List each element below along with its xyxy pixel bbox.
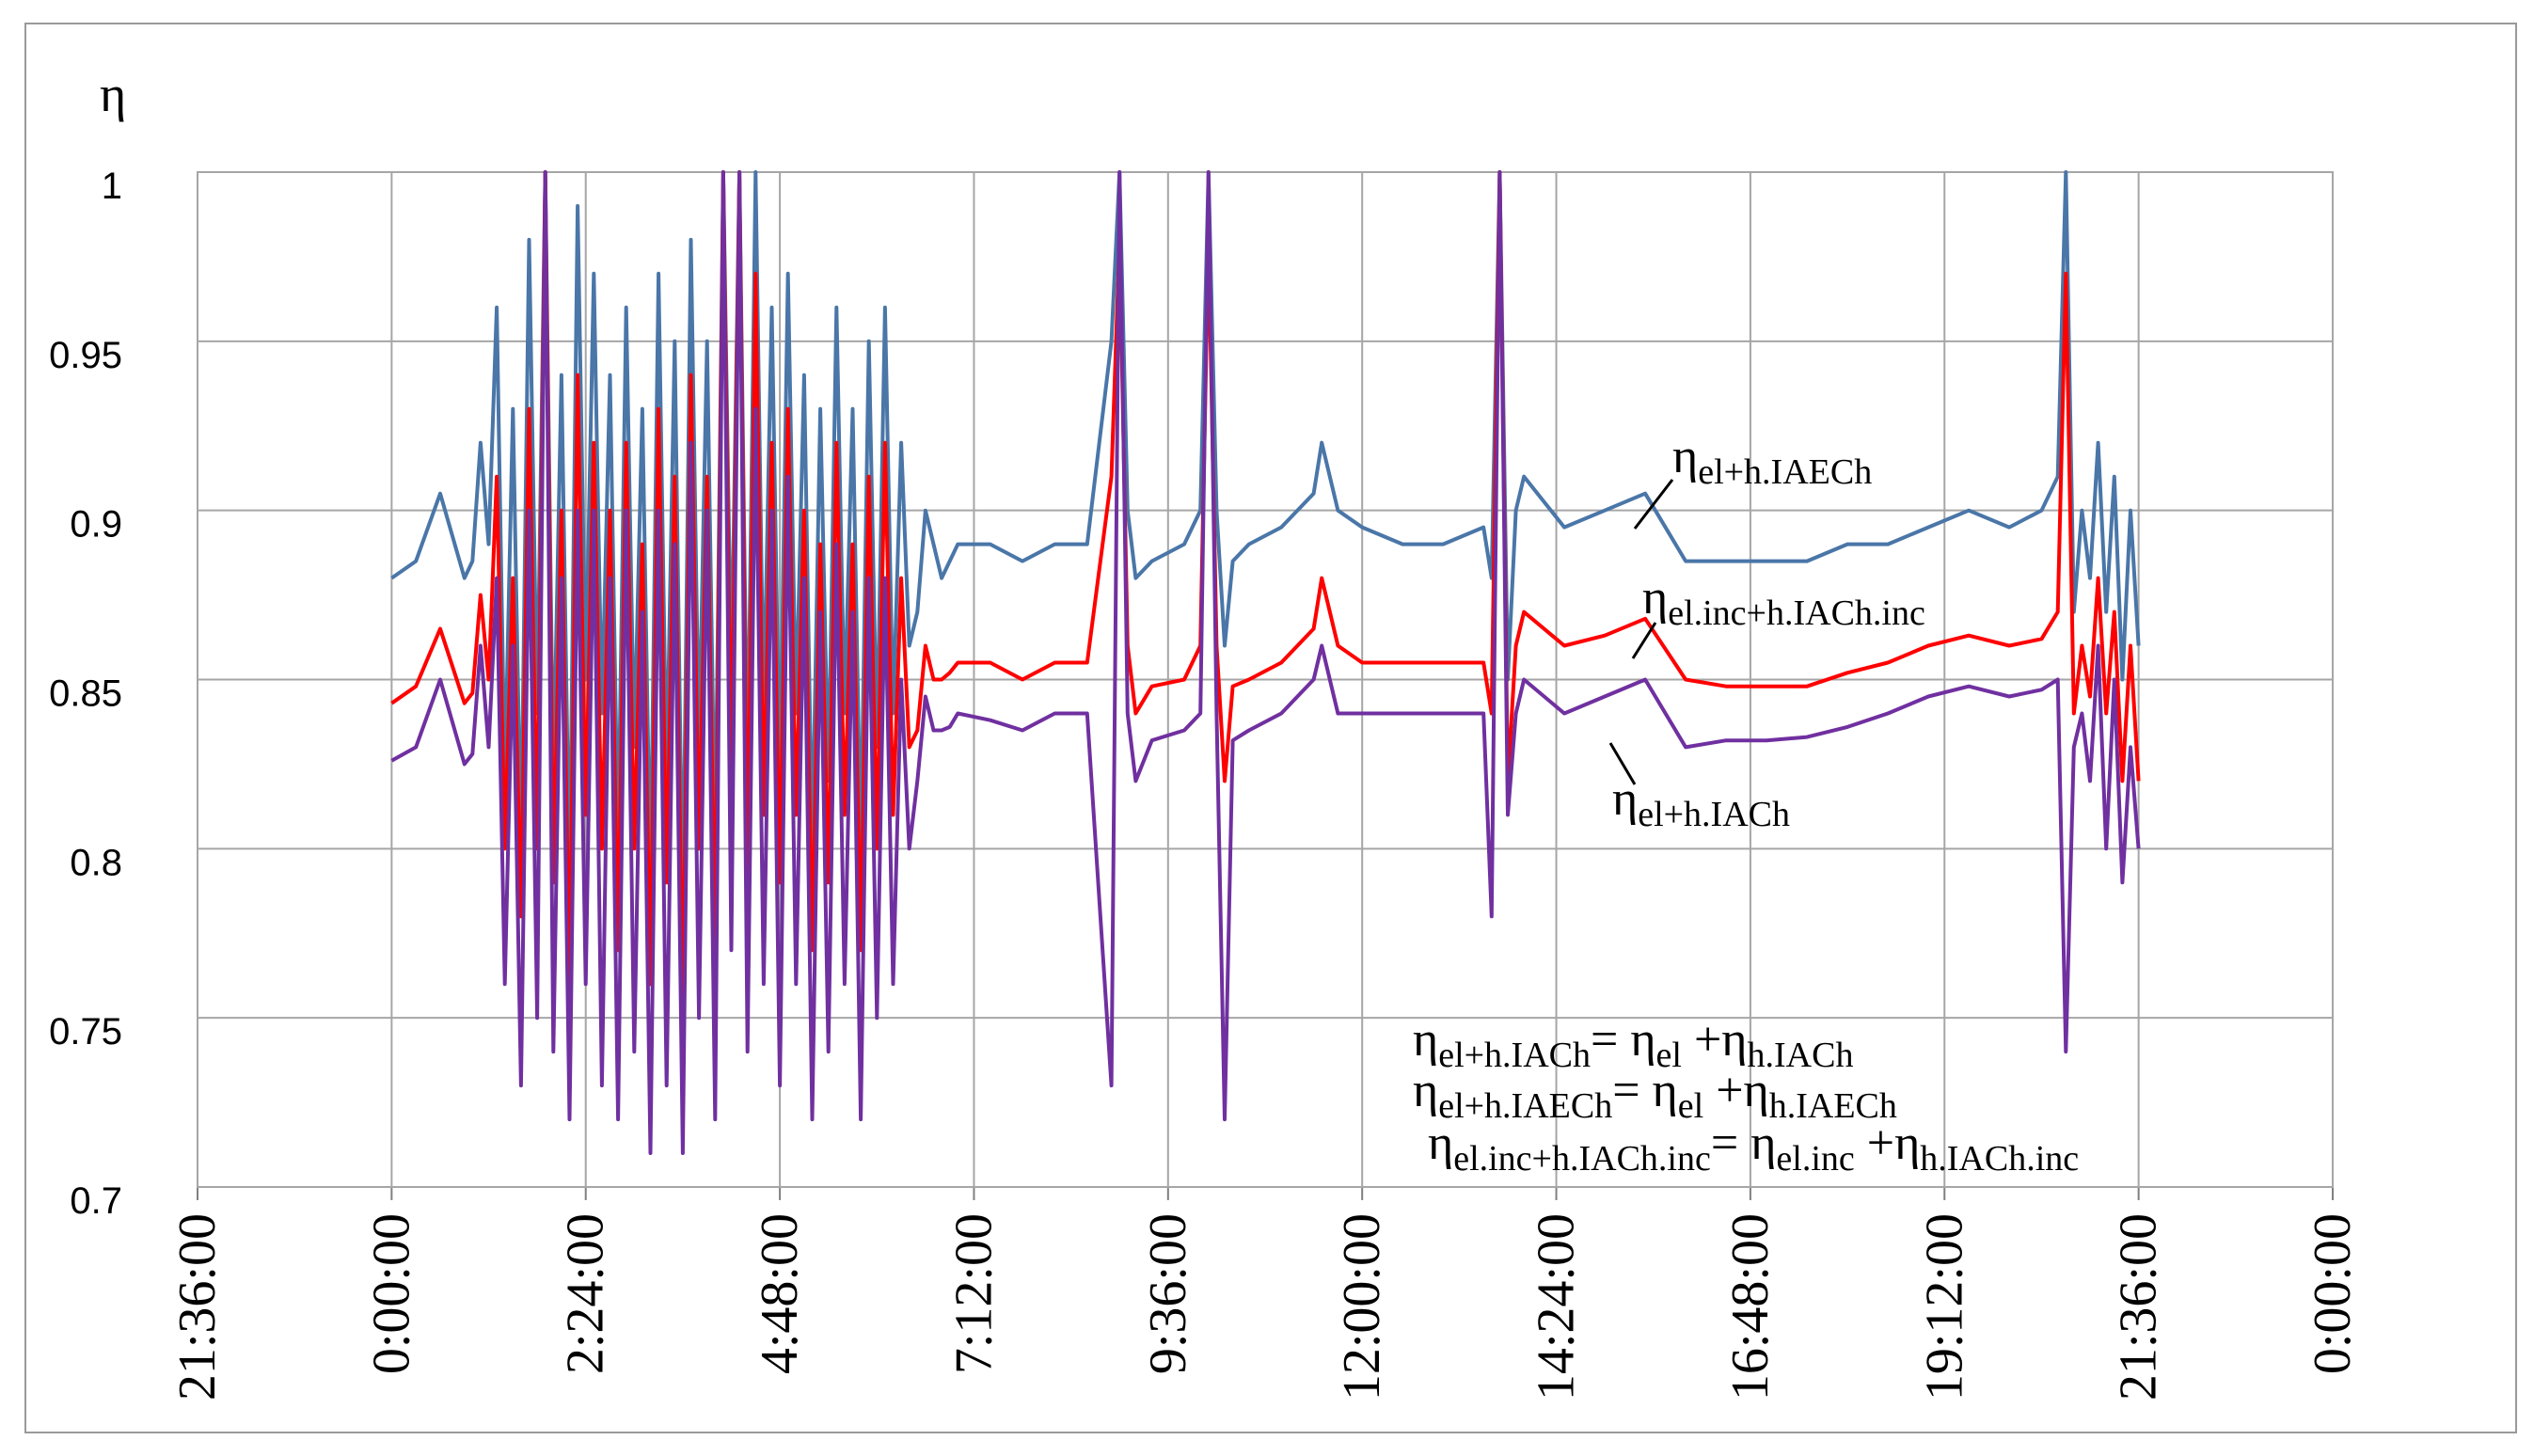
label-blue-main: η [1672,430,1698,483]
x-tick-label: 7:12:00 [944,1213,1003,1374]
x-tick-label: 0:00:00 [362,1213,420,1374]
formula-part: el+h.IAECh [1438,1086,1612,1126]
series-line-2 [390,170,2141,1155]
formula-part: + [1855,1116,1894,1170]
x-tick-label: 9:36:00 [1139,1213,1197,1374]
plot-area-border [197,171,2334,1188]
formula-part: el [1678,1086,1703,1126]
formula-part: η [1630,1013,1655,1067]
y-tick-label: 0.7 [70,1180,122,1222]
series-line-1 [390,170,2141,1021]
formula-part: el.inc [1776,1139,1854,1179]
x-tick-label: 0:00:00 [2304,1213,2362,1374]
formula-part: η [1744,1064,1769,1117]
formula-part: η [1894,1116,1920,1170]
formula-line: ηel.inc+h.IACh.inc= ηel.inc +ηh.IACh.inc [1428,1116,2079,1179]
x-tick-label: 12:00:00 [1333,1213,1391,1401]
y-tick-label: 0.75 [49,1011,122,1052]
leader-purple [1608,742,1637,785]
label-purple-main: η [1612,772,1638,826]
leader-blue [1633,479,1674,530]
x-tick-labels: 21:36:00 0:00:00 2:24:00 4:48:00 7:12:00 9:36… [168,1213,2362,1401]
svg-text:ηel.inc+h.IACh.inc: ηel.inc+h.IACh.inc [1642,571,1925,633]
leader-red [1631,622,1657,659]
formula-part: η [1413,1064,1438,1117]
y-tick-label: 0.8 [70,842,122,883]
label-red-main: η [1642,571,1668,625]
y-tick-label: 0.95 [49,335,122,376]
formula-part: el+h.IACh [1438,1036,1591,1075]
formula-part: η [1653,1064,1678,1117]
formula-part: + [1682,1013,1721,1067]
formula-line: ηel+h.IAECh= ηel +ηh.IAECh [1413,1064,1897,1126]
formula-part: η [1428,1116,1453,1170]
series-line-0 [390,170,2141,919]
x-tick-label: 19:12:00 [1915,1213,1973,1401]
y-tick-labels: 0.7 0.75 0.8 0.85 0.9 0.95 1 [49,166,122,1222]
x-tick-label: 14:24:00 [1528,1213,1586,1401]
formula-part: = [1612,1064,1652,1117]
label-purple-sub: el+h.IACh [1638,795,1790,834]
svg-text:ηel+h.IAECh: ηel+h.IAECh [1672,430,1872,492]
label-blue-sub: el+h.IAECh [1698,452,1872,492]
y-tick-label: 0.9 [70,504,122,546]
x-tick-label: 21:36:00 [2110,1213,2168,1401]
svg-text:ηel+h.IACh: ηel+h.IACh [1612,772,1790,834]
y-tick-label: 1 [102,166,122,207]
axes [197,171,2334,1200]
y-tick-label: 0.85 [49,673,122,715]
x-tick-label: 2:24:00 [557,1213,615,1374]
formula-part: = [1711,1116,1750,1170]
x-tick-label: 4:48:00 [751,1213,809,1374]
formula-part: h.IACh.inc [1920,1139,2079,1179]
label-purple-series: ηel+h.IACh [1608,742,1790,834]
formula-part: η [1750,1116,1776,1170]
formula-part: el.inc+h.IACh.inc [1453,1139,1711,1179]
formula-part: + [1703,1064,1743,1117]
x-tick-label: 16:48:00 [1721,1213,1780,1401]
formula-part: = [1591,1013,1630,1067]
series-lines [390,170,2141,1155]
formula-part: el [1656,1036,1682,1075]
x-tick-label: 21:36:00 [168,1213,227,1401]
formula-part: h.IACh [1748,1036,1854,1075]
label-blue-series: ηel+h.IAECh [1633,430,1872,530]
y-axis-label: η [100,66,126,122]
formula-line: ηel+h.IACh= ηel +ηh.IACh [1413,1013,1853,1075]
formula-part: η [1413,1013,1438,1067]
formula-part: h.IAECh [1769,1086,1897,1126]
label-red-series: ηel.inc+h.IACh.inc [1631,571,1925,659]
label-red-sub: el.inc+h.IACh.inc [1668,593,1925,633]
formula-part: η [1721,1013,1747,1067]
